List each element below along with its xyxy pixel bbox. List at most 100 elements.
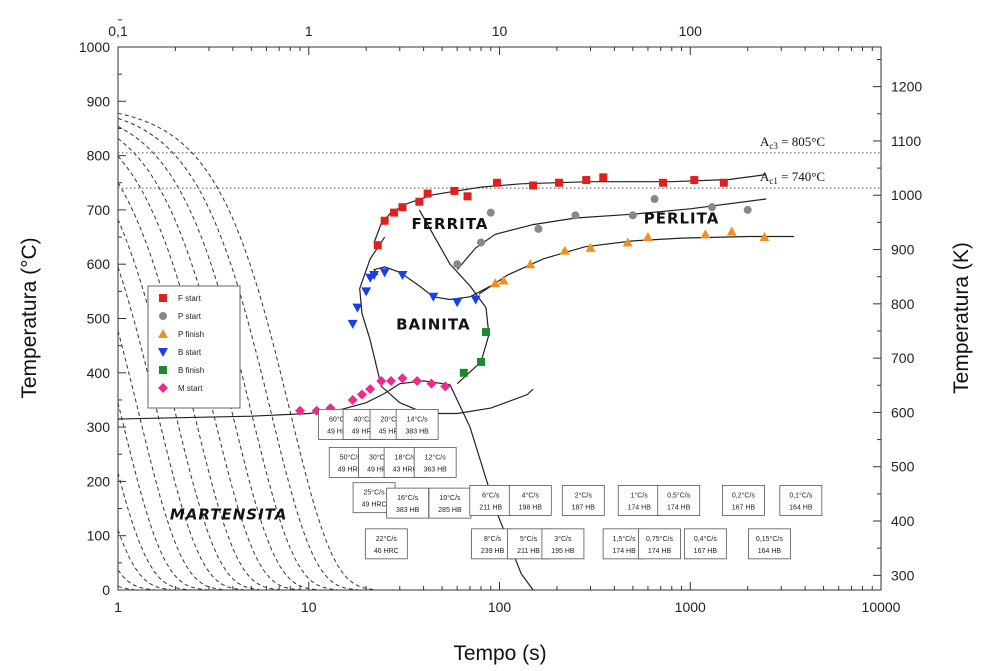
rate-box-frame	[508, 485, 552, 516]
rate-box-frame	[722, 485, 765, 516]
m-start-point	[376, 375, 387, 386]
p-start-point	[650, 195, 659, 204]
k-tick-label: 900	[891, 242, 915, 258]
m-start-point	[440, 381, 451, 392]
rate-label: 16°C/s	[397, 494, 419, 502]
top-tick-label: 0,1	[108, 23, 128, 39]
reference-lines: Ac3 = 805°C Ac1 = 740°C	[118, 134, 881, 189]
f-start-point	[554, 178, 563, 187]
rate-box: 0,2°C/s 167 HB	[722, 485, 765, 516]
p-start-point	[534, 224, 543, 233]
x-axis-title: Tempo (s)	[453, 642, 546, 665]
x-tick-label: 10000	[862, 599, 901, 615]
k-tick-label: 400	[891, 513, 915, 529]
y-tick-label: 100	[87, 528, 111, 544]
hardness-label: 49 HRC	[327, 428, 352, 435]
k-tick-label: 600	[891, 404, 915, 420]
b-start-point	[452, 298, 463, 308]
rate-box: 0,15°C/s 164 HB	[748, 528, 791, 560]
rate-box-frame	[683, 528, 727, 560]
x-tick-label: 1000	[675, 599, 706, 615]
b-finish-point	[459, 368, 468, 377]
p-finish-point	[759, 232, 770, 242]
rate-box: 10°C/s 285 HB	[428, 487, 472, 519]
y-tick-label: 500	[87, 311, 111, 327]
legend-marker-f-start	[159, 294, 167, 302]
rate-box: 3°C/s 195 HB	[541, 528, 585, 560]
rate-box-frame	[364, 528, 408, 560]
p-start-point	[453, 260, 462, 269]
rate-label: 14°C/s	[407, 415, 429, 423]
region-label-bainita: BAINITA	[396, 315, 470, 333]
hardness-label: 167 HB	[732, 504, 756, 511]
region-label-ferrita: FERRITA	[412, 215, 489, 233]
hardness-label: 174 HB	[628, 504, 652, 511]
y-tick-label: 300	[87, 419, 111, 435]
boundary-bainite-start	[359, 236, 534, 415]
p-finish-point	[642, 232, 653, 242]
f-start-point	[450, 186, 459, 195]
legend-marker-b-start	[158, 348, 168, 357]
hardness-label: 43 HRC	[393, 466, 418, 473]
k-tick-label: 700	[891, 350, 915, 366]
rate-label: 1°C/s	[631, 491, 649, 499]
y-tick-label: 900	[87, 93, 111, 109]
cooling-curve-18	[117, 182, 280, 591]
hardness-label: 383 HB	[396, 507, 420, 514]
rate-label: 3°C/s	[554, 535, 572, 543]
top-tick-label: 1	[305, 23, 313, 39]
p-start-point	[571, 211, 580, 220]
top-tick-label: 100	[679, 23, 703, 39]
rate-box-frame	[561, 485, 605, 516]
k-tick-label: 1200	[891, 79, 922, 95]
y-axis-right-title: Temperatura (K)	[950, 242, 973, 394]
legend-marker-b-finish	[159, 366, 167, 374]
cooling-curve-10	[117, 585, 134, 590]
rate-label: 4°C/s	[522, 491, 540, 499]
f-start-point	[390, 208, 399, 217]
k-tick-label: 300	[891, 567, 915, 583]
rate-label: 12°C/s	[425, 453, 447, 461]
region-labels: FERRITA PERLITA BAINITA MARTENSITA	[170, 209, 718, 523]
reference-label-c1: Ac1 = 740°C	[760, 169, 825, 186]
cooling-curve-12	[117, 529, 171, 590]
p-finish-point	[559, 245, 570, 255]
f-start-point	[599, 173, 608, 182]
y-tick-label: 400	[87, 365, 111, 381]
legend-marker-m-start	[158, 383, 168, 393]
m-start-point	[426, 378, 437, 389]
b-start-point	[397, 271, 408, 281]
cooling-curve-13	[117, 472, 192, 591]
data-points	[295, 173, 770, 416]
k-tick-label: 800	[891, 296, 915, 312]
rate-box-frame	[748, 528, 791, 560]
f-start-point	[373, 241, 382, 250]
legend: F start P start P finish B start B finish M s…	[147, 285, 241, 409]
rate-label: 60°C/s	[329, 415, 351, 423]
rate-box-frame	[657, 485, 701, 516]
b-start-point	[361, 287, 372, 297]
rate-label: 18°C/s	[395, 453, 417, 461]
b-start-point	[352, 303, 363, 313]
f-start-point	[529, 181, 538, 190]
m-start-point	[412, 375, 423, 386]
p-start-point	[486, 208, 495, 217]
rate-label: 22°C/s	[376, 535, 398, 543]
rate-box: 14°C/s 383 HB	[395, 408, 439, 440]
rate-box: 1,5°C/s 174 HB	[602, 528, 646, 560]
hardness-label: 211 HB	[517, 548, 540, 555]
b-finish-point	[477, 357, 486, 366]
y-tick-label: 600	[87, 256, 111, 272]
hardness-label: 45 HRC	[379, 428, 404, 435]
b-finish-point	[482, 328, 491, 337]
region-label-martensita: MARTENSITA	[170, 505, 288, 523]
rate-box: 0,5°C/s 174 HB	[657, 485, 701, 516]
hardness-label: 174 HB	[667, 504, 691, 511]
rate-box-frame	[413, 446, 457, 478]
rate-label: 1,5°C/s	[613, 535, 637, 543]
rate-label: 8°C/s	[484, 535, 502, 543]
legend-label: F start	[178, 294, 201, 303]
rate-box: 0,75°C/s 174 HB	[638, 528, 681, 560]
rate-box-frame	[602, 528, 646, 560]
